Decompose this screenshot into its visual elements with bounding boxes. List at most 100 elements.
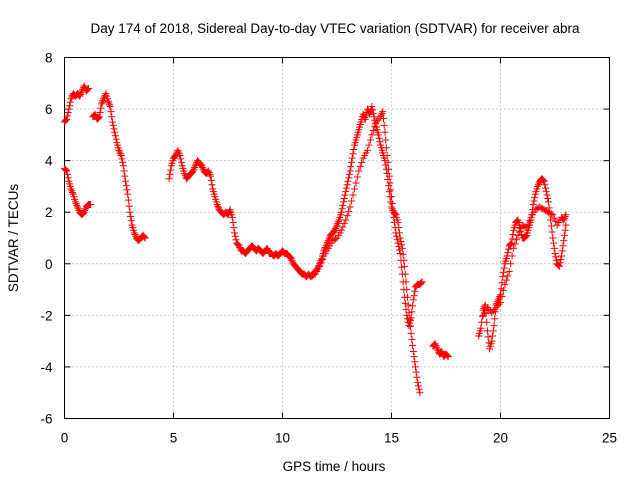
data-point (544, 194, 552, 202)
data-point (402, 305, 410, 313)
data-point (112, 135, 120, 143)
data-point (61, 165, 69, 173)
data-point (339, 223, 347, 231)
data-point (418, 278, 426, 286)
data-point (557, 255, 565, 263)
x-axis-label: GPS time / hours (283, 459, 386, 474)
data-point (391, 224, 399, 232)
data-point (339, 201, 347, 209)
data-point (556, 259, 564, 267)
data-point (412, 368, 420, 376)
x-tick-label: 20 (493, 431, 508, 446)
data-point (340, 194, 348, 202)
data-point (552, 253, 560, 261)
data-point (514, 231, 522, 239)
data-point (356, 163, 364, 171)
data-point (107, 108, 115, 116)
data-point (398, 270, 406, 278)
data-point (190, 165, 198, 173)
data-point (555, 262, 563, 270)
data-point (364, 146, 372, 154)
data-point (287, 255, 295, 263)
data-point (71, 198, 79, 206)
y-tick-label: -4 (40, 360, 52, 375)
data-point (504, 249, 512, 257)
data-point (536, 203, 544, 211)
data-point (547, 222, 555, 230)
data-point (506, 241, 514, 249)
data-point (63, 170, 71, 178)
data-point (334, 219, 342, 227)
data-point (409, 347, 417, 355)
data-point (83, 86, 91, 94)
data-point (408, 335, 416, 343)
data-point (119, 158, 127, 166)
data-point (523, 224, 531, 232)
data-point (342, 184, 350, 192)
data-point (395, 246, 403, 254)
data-point (505, 268, 513, 276)
data-point (76, 90, 84, 98)
data-point (63, 115, 71, 123)
data-point (361, 115, 369, 123)
data-point (332, 223, 340, 231)
data-point (542, 206, 550, 214)
data-point (106, 102, 114, 110)
data-point (443, 351, 451, 359)
data-point (502, 276, 510, 284)
data-point (399, 250, 407, 258)
data-point (417, 280, 425, 288)
data-point (124, 190, 132, 198)
data-point (400, 286, 408, 294)
data-point (561, 213, 569, 221)
data-point (346, 203, 354, 211)
data-point (191, 162, 199, 170)
data-point (199, 164, 207, 172)
data-point (176, 151, 184, 159)
data-point (95, 113, 103, 121)
data-point (125, 202, 133, 210)
data-point (398, 241, 406, 249)
data-point (372, 118, 380, 126)
y-tick-label: 4 (45, 154, 53, 169)
data-point (560, 216, 568, 224)
data-point (409, 296, 417, 304)
data-point (395, 243, 403, 251)
data-point (97, 104, 105, 112)
data-point (73, 201, 81, 209)
data-point (401, 299, 409, 307)
data-point (74, 205, 82, 213)
data-point (531, 194, 539, 202)
data-point (562, 221, 570, 229)
data-point (483, 304, 491, 312)
data-point (396, 234, 404, 242)
data-point (386, 179, 394, 187)
data-point (382, 136, 390, 144)
data-point (414, 378, 422, 386)
data-point (308, 272, 316, 280)
data-point (484, 333, 492, 341)
data-point (388, 203, 395, 211)
data-point (385, 188, 393, 196)
data-point (488, 337, 496, 345)
data-point (387, 198, 395, 206)
data-point (520, 222, 528, 230)
data-point (414, 382, 422, 390)
data-point (534, 181, 542, 189)
y-tick-label: -6 (40, 412, 52, 427)
data-point (431, 340, 439, 348)
data-point (348, 154, 356, 162)
data-point (349, 191, 357, 199)
data-point (348, 197, 356, 205)
data-point (104, 97, 112, 105)
data-point (63, 167, 71, 175)
data-point (477, 324, 485, 332)
data-point (404, 301, 412, 309)
data-point (166, 170, 174, 178)
data-point (397, 256, 405, 264)
data-point (61, 117, 69, 125)
data-point (365, 141, 373, 149)
data-point (77, 89, 85, 97)
data-point (165, 175, 173, 183)
data-point (376, 138, 384, 146)
